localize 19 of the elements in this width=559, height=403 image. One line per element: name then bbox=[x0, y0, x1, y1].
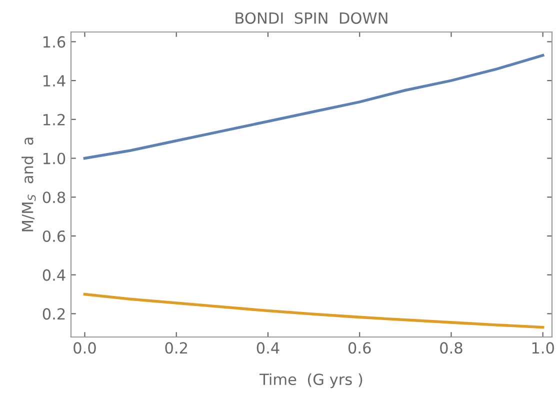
y-axis-title: M/M$_{S}$ and a bbox=[22, 138, 36, 232]
y-tick-label: 1.2 bbox=[44, 114, 65, 126]
y-tick-label: 0.2 bbox=[42, 308, 65, 320]
x-tick-label: 0.0 bbox=[74, 342, 96, 354]
x-tick-label: 0.4 bbox=[256, 342, 280, 354]
x-tick-label: 0.2 bbox=[165, 342, 187, 354]
x-tick-label: 0.6 bbox=[348, 342, 371, 354]
y-tick-label: 1.0 bbox=[44, 152, 66, 164]
x-axis-title: Time (G yrs ) bbox=[260, 373, 362, 388]
chart-title: BONDI SPIN DOWN bbox=[236, 12, 388, 24]
y-tick-label: 1.4 bbox=[44, 75, 66, 86]
y-tick-label: 0.6 bbox=[42, 230, 66, 242]
line-series bbox=[83, 54, 544, 160]
y-tick-label: 0.4 bbox=[42, 269, 66, 281]
x-tick-label: 1.0 bbox=[532, 342, 554, 354]
x-tick-label: 0.8 bbox=[440, 342, 462, 354]
y-tick-label: 0.8 bbox=[42, 192, 66, 204]
y-tick-label: 1.6 bbox=[44, 36, 66, 48]
line-series bbox=[83, 292, 544, 329]
